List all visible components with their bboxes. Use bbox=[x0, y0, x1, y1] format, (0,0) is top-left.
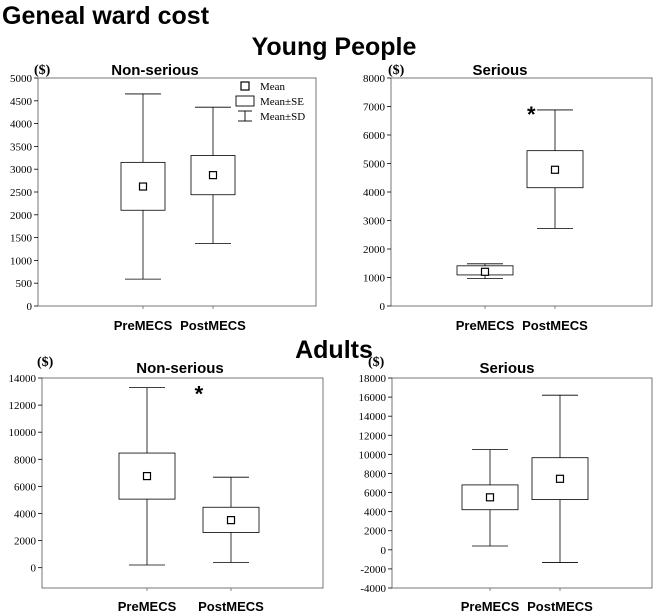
category-label: PostMECS bbox=[522, 318, 588, 333]
category-label: PostMECS bbox=[527, 599, 593, 613]
y-tick-label: 2000 bbox=[364, 526, 387, 538]
category-label: PreMECS bbox=[456, 318, 515, 333]
legend-se-symbol bbox=[235, 95, 255, 107]
y-tick-label: 500 bbox=[16, 278, 33, 290]
y-tick-label: 0 bbox=[31, 563, 37, 575]
y-tick-label: 6000 bbox=[363, 130, 386, 142]
mean-marker bbox=[142, 471, 152, 481]
category-label: PreMECS bbox=[118, 599, 177, 613]
box-premecs bbox=[456, 263, 514, 280]
legend-label: Mean bbox=[260, 81, 286, 93]
box-premecs bbox=[461, 449, 519, 547]
y-tick-label: 10000 bbox=[9, 427, 37, 439]
y-tick-label: 8000 bbox=[363, 73, 386, 85]
panel-young-people-non-serious: Non-serious ($) 0 500 1000 1500 2000 2500 3000 35… bbox=[10, 62, 317, 333]
mean-marker bbox=[138, 182, 148, 191]
box-premecs bbox=[118, 387, 176, 566]
box-premecs bbox=[120, 93, 166, 280]
figure-title: Geneal ward cost bbox=[2, 2, 210, 30]
y-tick-label: 16000 bbox=[359, 392, 387, 404]
plot-frame bbox=[391, 377, 653, 589]
y-tick-label: 3500 bbox=[10, 141, 33, 153]
panel-adults-non-serious: Non-serious ($) 0 2000 4000 6000 8000 10000 1200… bbox=[9, 355, 324, 613]
panel-young-people-serious: Serious ($) 0 1000 2000 3000 4000 5000 6000 7000 8… bbox=[363, 62, 653, 333]
box-postmecs bbox=[531, 394, 589, 563]
y-tick-label: 2000 bbox=[363, 244, 386, 256]
y-tick-label: 0 bbox=[380, 301, 386, 313]
category-label: PreMECS bbox=[114, 318, 173, 333]
y-tick-label: 1500 bbox=[10, 233, 33, 245]
y-tick-label: 5000 bbox=[363, 159, 386, 171]
y-tick-label: 3000 bbox=[10, 164, 33, 176]
panel-title: Non-serious bbox=[136, 360, 224, 377]
legend-item-mean: Mean bbox=[240, 81, 286, 93]
y-tick-label: -4000 bbox=[360, 583, 386, 595]
category-label: PostMECS bbox=[198, 599, 264, 613]
mean-marker bbox=[550, 165, 560, 174]
mean-marker bbox=[480, 267, 490, 276]
y-tick-label: 7000 bbox=[363, 102, 386, 114]
chart-panels: Non-serious ($) 0 500 1000 1500 2000 2500 3000 35… bbox=[9, 62, 653, 613]
legend: Mean Mean±SE Mean±SD bbox=[235, 81, 305, 123]
legend-mean-symbol bbox=[240, 81, 250, 91]
box-postmecs bbox=[190, 106, 236, 244]
y-axis-label: ($) bbox=[37, 355, 54, 370]
mean-marker bbox=[555, 474, 565, 483]
y-tick-label: 4000 bbox=[14, 508, 37, 520]
y-tick-label: 10000 bbox=[359, 449, 387, 461]
significance-marker: * bbox=[527, 102, 536, 127]
significance-marker: * bbox=[195, 381, 204, 406]
y-tick-label: 12000 bbox=[359, 430, 387, 442]
y-tick-label: 8000 bbox=[14, 454, 37, 466]
y-tick-label: 1000 bbox=[363, 273, 386, 285]
mean-marker bbox=[208, 171, 218, 180]
y-tick-label: 2500 bbox=[10, 187, 33, 199]
panel-adults-serious: Serious ($) -4000 -2000 0 2000 4000 6000 8000 100… bbox=[359, 355, 653, 613]
y-tick-label: 0 bbox=[381, 545, 387, 557]
plot-frame bbox=[41, 377, 324, 589]
y-tick-label: 5000 bbox=[10, 73, 33, 85]
panel-title: Non-serious bbox=[111, 62, 199, 79]
box-postmecs bbox=[526, 109, 584, 229]
legend-label: Mean±SE bbox=[260, 96, 304, 108]
y-axis-label: ($) bbox=[368, 355, 385, 370]
y-tick-label: 6000 bbox=[14, 481, 37, 493]
y-tick-label: 3000 bbox=[363, 216, 386, 228]
panel-title: Serious bbox=[479, 360, 534, 377]
y-tick-label: 6000 bbox=[364, 488, 387, 500]
y-tick-label: 2000 bbox=[14, 536, 37, 548]
legend-item-sd: Mean±SD bbox=[238, 110, 305, 123]
panel-title: Serious bbox=[472, 62, 527, 79]
category-label: PreMECS bbox=[461, 599, 520, 613]
y-tick-label: 4000 bbox=[10, 119, 33, 131]
y-tick-label: 12000 bbox=[9, 400, 37, 412]
mean-marker bbox=[485, 493, 495, 502]
box-postmecs bbox=[202, 476, 260, 563]
y-tick-label: 4000 bbox=[364, 507, 387, 519]
y-axis-label: ($) bbox=[388, 63, 405, 78]
y-tick-label: 0 bbox=[27, 301, 33, 313]
legend-label: Mean±SD bbox=[260, 111, 305, 123]
y-tick-label: 4000 bbox=[363, 187, 386, 199]
y-tick-label: 8000 bbox=[364, 468, 387, 480]
y-tick-label: 2000 bbox=[10, 210, 33, 222]
y-tick-label: 18000 bbox=[359, 373, 387, 385]
y-tick-label: 14000 bbox=[9, 373, 37, 385]
y-tick-label: 1000 bbox=[10, 255, 33, 267]
legend-item-se: Mean±SE bbox=[235, 95, 304, 108]
y-axis-label: ($) bbox=[34, 63, 51, 78]
y-tick-label: 14000 bbox=[359, 411, 387, 423]
plot-frame bbox=[390, 77, 653, 307]
y-tick-label: 4500 bbox=[10, 96, 33, 108]
y-tick-label: -2000 bbox=[360, 564, 386, 576]
section-title-adults: Adults bbox=[295, 336, 373, 364]
section-title-young-people: Young People bbox=[252, 33, 417, 61]
mean-marker bbox=[226, 516, 236, 525]
category-label: PostMECS bbox=[180, 318, 246, 333]
